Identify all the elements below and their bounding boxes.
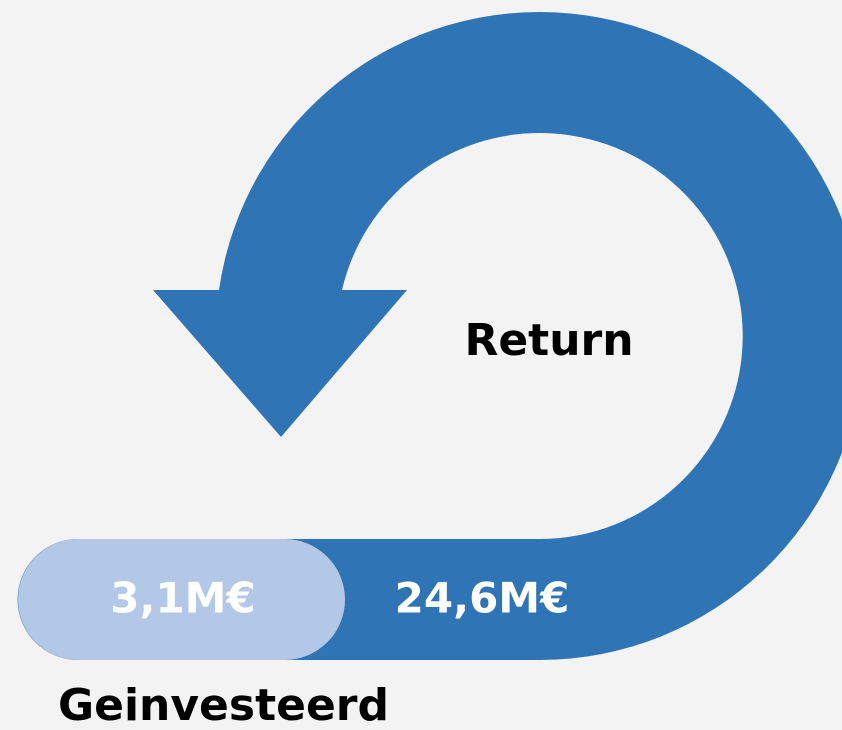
return-label: Return — [464, 315, 633, 366]
invested-label: Geinvesteerd — [58, 680, 389, 730]
arrow-head — [153, 290, 407, 437]
return-value: 24,6M€ — [395, 574, 570, 623]
invested-value: 3,1M€ — [110, 574, 255, 623]
invested-pill — [18, 539, 345, 660]
return-arrow-ring — [219, 12, 842, 660]
